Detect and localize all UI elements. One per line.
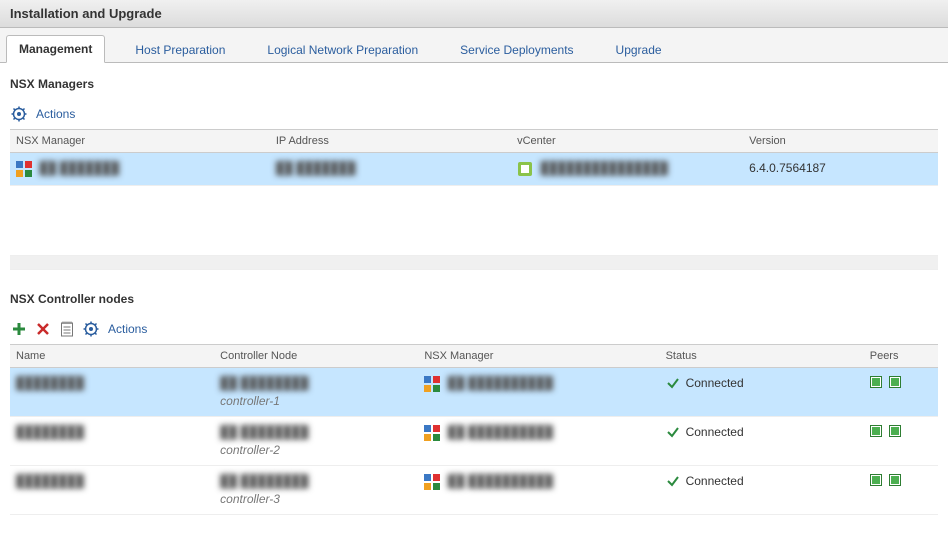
- controller-node-ip: ██ ████████: [220, 376, 308, 390]
- peers-cell: [864, 466, 938, 515]
- notes-icon[interactable]: [58, 320, 76, 338]
- gear-icon[interactable]: [82, 320, 100, 338]
- controller-sublabel: controller-2: [220, 443, 412, 457]
- nsx-managers-table: NSX Manager IP Address vCenter Version █…: [10, 129, 938, 270]
- controller-manager: ██ ██████████: [448, 376, 553, 390]
- controller-name: ████████: [16, 425, 84, 439]
- col-version[interactable]: Version: [743, 130, 938, 153]
- check-icon: [666, 425, 680, 439]
- vcenter-name: ███████████████: [540, 161, 668, 175]
- nsx-manager-icon: [424, 425, 440, 441]
- controller-name: ████████: [16, 474, 84, 488]
- nsx-managers-title: NSX Managers: [10, 77, 938, 91]
- actions-link[interactable]: Actions: [108, 322, 147, 336]
- nsx-controllers-section: NSX Controller nodes Actions Name Contro…: [0, 278, 948, 523]
- peer-indicator: [870, 474, 882, 486]
- nsx-manager-icon: [424, 376, 440, 392]
- col-peers[interactable]: Peers: [864, 345, 938, 368]
- controller-manager: ██ ██████████: [448, 474, 553, 488]
- delete-icon[interactable]: [34, 320, 52, 338]
- table-row[interactable]: ████████ ██ ████████ controller-3 ██ ███…: [10, 466, 938, 515]
- peers-cell: [864, 417, 938, 466]
- col-ip-address[interactable]: IP Address: [270, 130, 511, 153]
- col-nsx-manager[interactable]: NSX Manager: [10, 130, 270, 153]
- nsx-controllers-title: NSX Controller nodes: [10, 292, 938, 306]
- gear-icon[interactable]: [10, 105, 28, 123]
- table-row[interactable]: ██ ███████ ██ ███████ ███████████████ 6.…: [10, 153, 938, 186]
- status-cell: Connected: [666, 425, 858, 439]
- version-cell: 6.4.0.7564187: [743, 153, 938, 186]
- peer-indicator: [889, 474, 901, 486]
- col-vcenter[interactable]: vCenter: [511, 130, 743, 153]
- table-header-row: Name Controller Node NSX Manager Status …: [10, 345, 938, 368]
- tab-host-preparation[interactable]: Host Preparation: [123, 37, 237, 63]
- table-header-row: NSX Manager IP Address vCenter Version: [10, 130, 938, 153]
- status-cell: Connected: [666, 376, 858, 390]
- tab-logical-network[interactable]: Logical Network Preparation: [255, 37, 430, 63]
- check-icon: [666, 376, 680, 390]
- tab-upgrade[interactable]: Upgrade: [604, 37, 674, 63]
- tab-management[interactable]: Management: [6, 35, 105, 63]
- check-icon: [666, 474, 680, 488]
- status-text: Connected: [686, 425, 744, 439]
- table-row[interactable]: ████████ ██ ████████ controller-1 ██ ███…: [10, 368, 938, 417]
- actions-link[interactable]: Actions: [36, 107, 75, 121]
- controller-sublabel: controller-3: [220, 492, 412, 506]
- controller-manager: ██ ██████████: [448, 425, 553, 439]
- empty-row: [10, 186, 938, 256]
- col-controller-node[interactable]: Controller Node: [214, 345, 418, 368]
- nsx-controllers-toolbar: Actions: [10, 316, 938, 344]
- nsx-manager-icon: [16, 161, 32, 177]
- nsx-controllers-table: Name Controller Node NSX Manager Status …: [10, 344, 938, 515]
- peer-indicator: [889, 376, 901, 388]
- tab-bar: Management Host Preparation Logical Netw…: [0, 28, 948, 63]
- status-text: Connected: [686, 474, 744, 488]
- table-row[interactable]: ████████ ██ ████████ controller-2 ██ ███…: [10, 417, 938, 466]
- controller-node-ip: ██ ████████: [220, 425, 308, 439]
- nsx-managers-section: NSX Managers Actions NSX Manager IP Addr…: [0, 63, 948, 278]
- status-cell: Connected: [666, 474, 858, 488]
- peer-indicator: [870, 376, 882, 388]
- col-nsx-manager[interactable]: NSX Manager: [418, 345, 659, 368]
- nsx-managers-toolbar: Actions: [10, 101, 938, 129]
- col-status[interactable]: Status: [660, 345, 864, 368]
- page-title: Installation and Upgrade: [0, 0, 948, 28]
- col-name[interactable]: Name: [10, 345, 214, 368]
- status-text: Connected: [686, 376, 744, 390]
- nsx-manager-ip: ██ ███████: [276, 161, 356, 175]
- nsx-manager-icon: [424, 474, 440, 490]
- peer-indicator: [870, 425, 882, 437]
- peers-cell: [864, 368, 938, 417]
- add-icon[interactable]: [10, 320, 28, 338]
- nsx-manager-name: ██ ███████: [39, 161, 119, 175]
- controller-node-ip: ██ ████████: [220, 474, 308, 488]
- controller-sublabel: controller-1: [220, 394, 412, 408]
- tab-service-deployments[interactable]: Service Deployments: [448, 37, 585, 63]
- vcenter-icon: [517, 161, 533, 177]
- peer-indicator: [889, 425, 901, 437]
- controller-name: ████████: [16, 376, 84, 390]
- table-footer: [10, 256, 938, 270]
